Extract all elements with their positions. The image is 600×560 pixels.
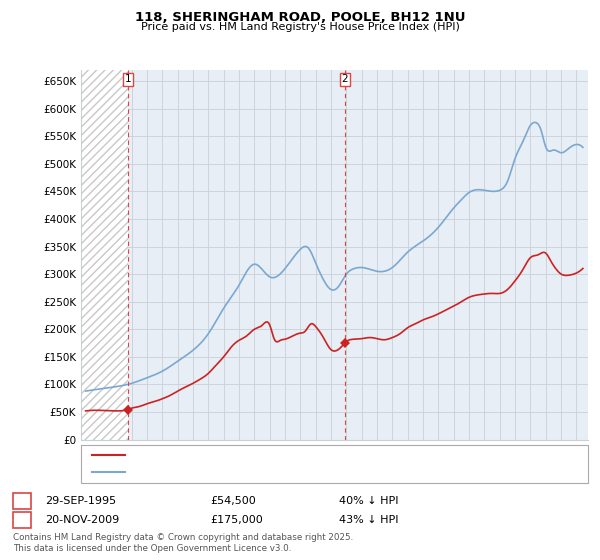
Text: 118, SHERINGHAM ROAD, POOLE, BH12 1NU: 118, SHERINGHAM ROAD, POOLE, BH12 1NU <box>135 11 465 24</box>
Text: £175,000: £175,000 <box>210 515 263 525</box>
Text: 29-SEP-1995: 29-SEP-1995 <box>45 496 116 506</box>
Text: 20-NOV-2009: 20-NOV-2009 <box>45 515 119 525</box>
Text: HPI: Average price, detached house, Bournemouth Christchurch and Poole: HPI: Average price, detached house, Bour… <box>131 468 502 478</box>
Text: 1: 1 <box>19 496 26 506</box>
Text: 43% ↓ HPI: 43% ↓ HPI <box>339 515 398 525</box>
Text: 2: 2 <box>341 74 348 84</box>
Text: 118, SHERINGHAM ROAD, POOLE, BH12 1NU (detached house): 118, SHERINGHAM ROAD, POOLE, BH12 1NU (d… <box>131 450 445 460</box>
Text: Contains HM Land Registry data © Crown copyright and database right 2025.
This d: Contains HM Land Registry data © Crown c… <box>13 534 353 553</box>
Bar <box>78 70 128 440</box>
Text: 40% ↓ HPI: 40% ↓ HPI <box>339 496 398 506</box>
Text: 2: 2 <box>19 515 26 525</box>
Text: Price paid vs. HM Land Registry's House Price Index (HPI): Price paid vs. HM Land Registry's House … <box>140 22 460 32</box>
Text: £54,500: £54,500 <box>210 496 256 506</box>
Text: 1: 1 <box>124 74 131 84</box>
Bar <box>78 70 128 440</box>
